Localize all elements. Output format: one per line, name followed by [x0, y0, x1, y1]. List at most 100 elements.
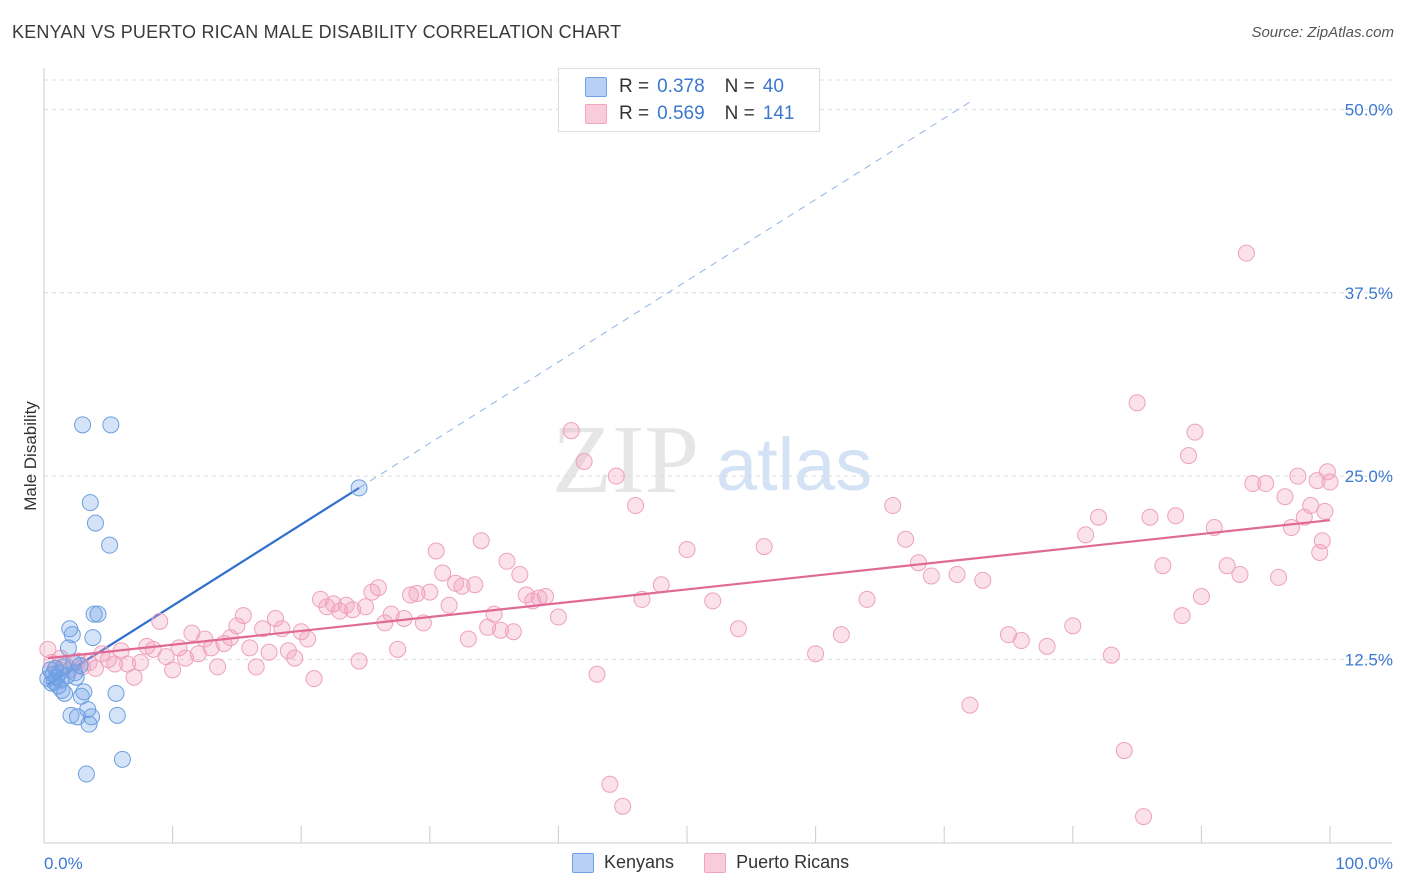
- puerto-rican-point: [627, 497, 645, 515]
- watermark: ZIP atlas: [552, 406, 872, 514]
- kenyan-point: [84, 629, 102, 647]
- puerto-rican-point: [1090, 508, 1108, 526]
- x-tick-label: 100.0%: [1335, 854, 1393, 873]
- kenyan-point: [56, 684, 74, 702]
- legend-item-puerto-ricans[interactable]: Puerto Ricans: [704, 852, 849, 873]
- puerto-rican-point: [421, 583, 439, 601]
- puerto-rican-point: [1313, 532, 1331, 550]
- puerto-rican-point: [807, 645, 825, 663]
- kenyan-point: [102, 416, 120, 434]
- kenyan-point: [350, 479, 368, 497]
- puerto-rican-point: [196, 630, 214, 648]
- puerto-rican-point: [909, 554, 927, 572]
- puerto-rican-point: [1180, 447, 1198, 465]
- puerto-rican-point: [1276, 488, 1294, 506]
- chart-title: KENYAN VS PUERTO RICAN MALE DISABILITY C…: [12, 22, 622, 42]
- puerto-rican-point: [755, 538, 773, 556]
- puerto-rican-point: [453, 577, 471, 595]
- puerto-rican-point: [247, 658, 265, 676]
- puerto-rican-point: [1257, 475, 1275, 493]
- tick-labels: 12.5% 25.0% 37.5% 50.0% 0.0% 100.0%: [44, 100, 1393, 873]
- y-tick-label: 50.0%: [1345, 100, 1393, 119]
- puerto-rican-point: [961, 696, 979, 714]
- puerto-rican-point: [549, 608, 567, 626]
- puerto-rican-point: [575, 453, 593, 470]
- puerto-rican-point: [234, 607, 252, 625]
- puerto-rican-point: [1102, 646, 1120, 664]
- puerto-rican-point: [1244, 475, 1262, 493]
- puerto-rican-point: [1167, 507, 1185, 525]
- puerto-rican-point: [305, 670, 323, 688]
- puerto-rican-point: [286, 649, 304, 667]
- legend-item-kenyans[interactable]: Kenyans: [572, 852, 674, 873]
- puerto-rican-point: [1316, 502, 1334, 520]
- puerto-rican-point: [704, 592, 722, 610]
- puerto-rican-point: [125, 668, 143, 686]
- legend-row-puerto-ricans: R = 0.569 N = 141: [585, 102, 794, 126]
- puerto-rican-point: [389, 640, 407, 658]
- puerto-rican-point: [492, 621, 510, 639]
- puerto-rican-point: [228, 617, 246, 635]
- puerto-rican-point: [427, 542, 445, 560]
- puerto-rican-point: [504, 623, 522, 641]
- puerto-rican-point: [279, 642, 297, 660]
- puerto-rican-point: [1231, 565, 1249, 583]
- puerto-rican-point: [614, 797, 632, 815]
- kenyan-points: [39, 416, 368, 783]
- puerto-rican-point: [1128, 394, 1146, 412]
- watermark-atlas: atlas: [716, 423, 872, 506]
- puerto-rican-point: [1192, 587, 1210, 605]
- puerto-rican-point: [858, 590, 876, 608]
- n-label: N =: [724, 76, 755, 97]
- puerto-rican-point: [498, 552, 516, 570]
- puerto-rican-point: [1218, 557, 1236, 575]
- kenyan-point: [89, 605, 107, 623]
- puerto-rican-point: [1064, 617, 1082, 635]
- puerto-rican-point: [131, 654, 149, 672]
- puerto-rican-trend-line: [47, 519, 1331, 660]
- puerto-rican-point: [1115, 742, 1133, 760]
- kenyan-point: [74, 416, 92, 434]
- r-label: R =: [619, 76, 650, 97]
- kenyan-point: [62, 706, 80, 724]
- kenyan-point: [85, 605, 103, 623]
- puerto-rican-point: [434, 564, 452, 582]
- kenyan-point: [113, 750, 131, 768]
- puerto-rican-point: [266, 610, 284, 628]
- y-tick-label: 37.5%: [1345, 284, 1393, 303]
- puerto-rican-point: [1173, 607, 1191, 625]
- puerto-rican-point: [1154, 557, 1172, 575]
- puerto-rican-point: [1038, 637, 1056, 655]
- puerto-rican-point: [357, 598, 374, 616]
- puerto-rican-point: [1186, 423, 1204, 441]
- puerto-rican-point: [588, 665, 606, 683]
- pink-swatch-icon: [704, 852, 727, 873]
- puerto-rican-point: [241, 639, 259, 657]
- puerto-rican-point: [517, 586, 535, 604]
- puerto-rican-point: [922, 567, 940, 585]
- puerto-rican-point: [948, 565, 966, 583]
- puerto-rican-point: [1141, 508, 1159, 526]
- grid-lines: [44, 79, 1392, 661]
- blue-swatch-icon: [585, 77, 607, 97]
- puerto-rican-point: [1135, 808, 1153, 826]
- n-label: N =: [724, 103, 755, 124]
- puerto-rican-point: [402, 586, 420, 604]
- kenyan-trend-extension: [358, 101, 971, 489]
- puerto-rican-point: [369, 579, 387, 597]
- watermark-zip: ZIP: [552, 406, 699, 514]
- kenyan-point: [75, 683, 93, 701]
- kenyan-point: [108, 706, 126, 724]
- puerto-rican-point: [408, 585, 426, 603]
- puerto-rican-point: [601, 775, 619, 793]
- legend-label: Puerto Ricans: [736, 852, 850, 872]
- puerto-rican-point: [511, 565, 529, 583]
- puerto-rican-point: [884, 497, 902, 515]
- legend-label: Kenyans: [604, 852, 675, 872]
- puerto-rican-points: [39, 244, 1339, 826]
- puerto-rican-point: [459, 630, 477, 648]
- kenyan-point: [107, 684, 125, 702]
- puerto-rican-point: [1318, 463, 1336, 481]
- blue-swatch-icon: [572, 852, 594, 873]
